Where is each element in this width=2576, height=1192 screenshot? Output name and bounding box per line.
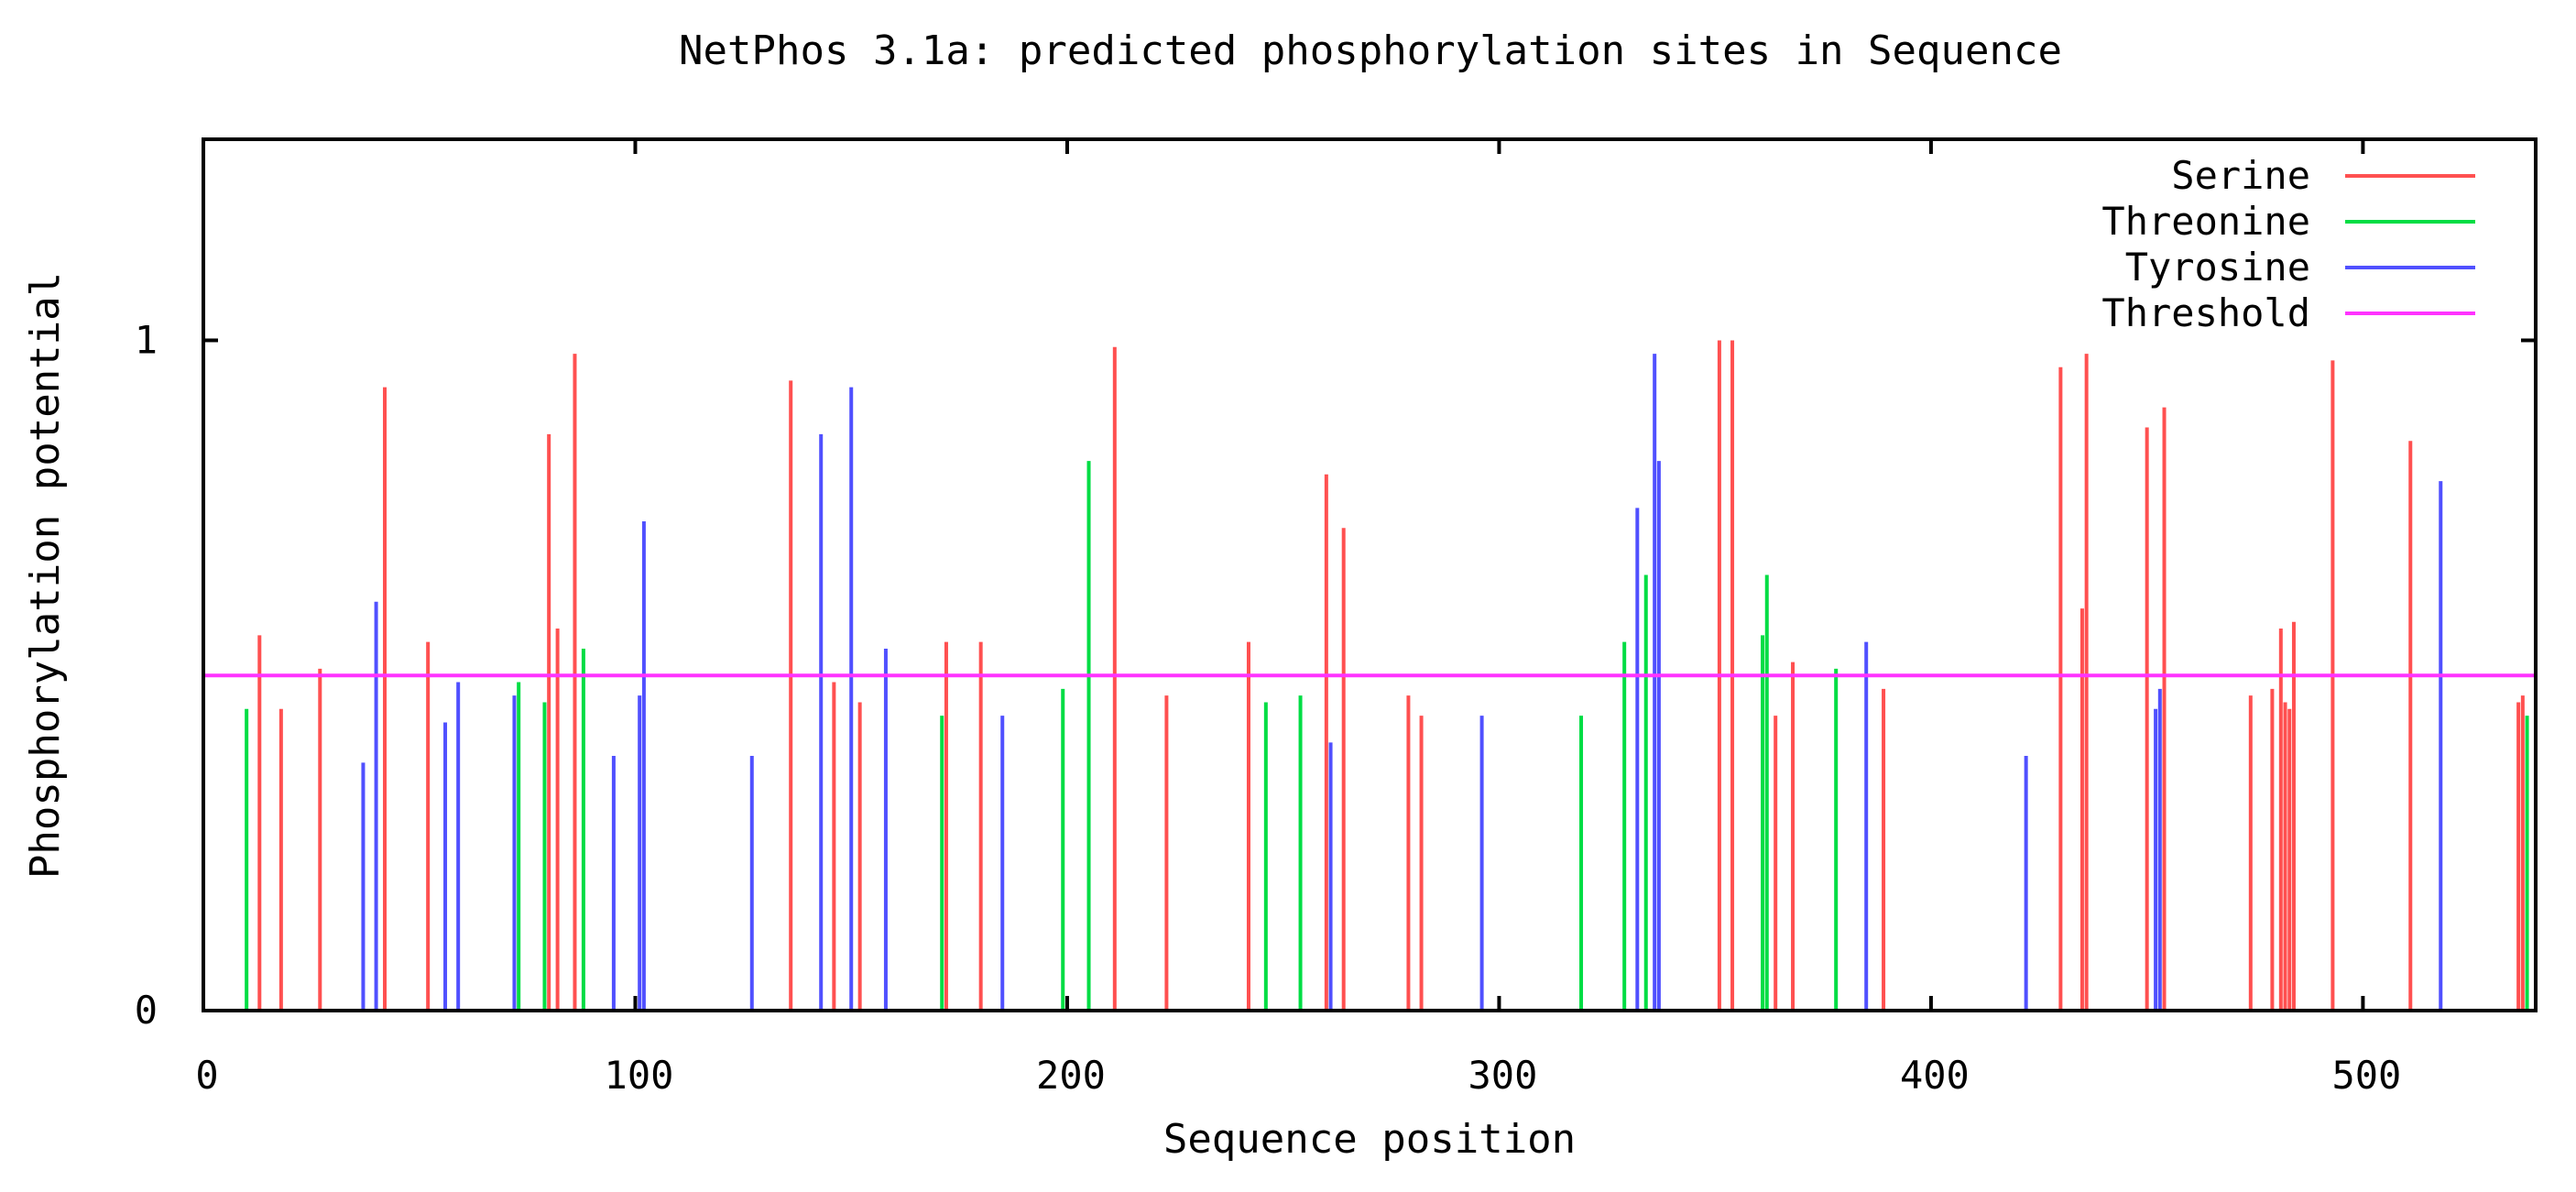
x-tick-label-400: 400: [1900, 1053, 1970, 1098]
x-tick-label-500: 500: [2331, 1053, 2401, 1098]
x-tick-label-300: 300: [1468, 1053, 1538, 1098]
x-axis-label: Sequence position: [1163, 1116, 1576, 1163]
chart-title: NetPhos 3.1a: predicted phosphorylation …: [679, 27, 2062, 74]
chart-marks: [203, 340, 2536, 1011]
legend-label-threonine: Threonine: [2101, 199, 2310, 244]
y-tick-label-1: 1: [135, 317, 158, 362]
legend-label-threshold: Threshold: [2101, 290, 2310, 335]
x-tick-label-0: 0: [195, 1053, 218, 1098]
x-tick-label-100: 100: [605, 1053, 674, 1098]
y-tick-label-0: 0: [135, 988, 158, 1033]
y-axis-label: Phosphorylation potential: [22, 272, 69, 879]
x-tick-label-200: 200: [1036, 1053, 1106, 1098]
legend-label-tyrosine: Tyrosine: [2125, 245, 2310, 290]
plot-frame: [202, 137, 2538, 1012]
legend-label-serine: Serine: [2171, 153, 2310, 198]
axis-ticks: 0 100 200 300 400 500 0 1: [135, 139, 2536, 1098]
